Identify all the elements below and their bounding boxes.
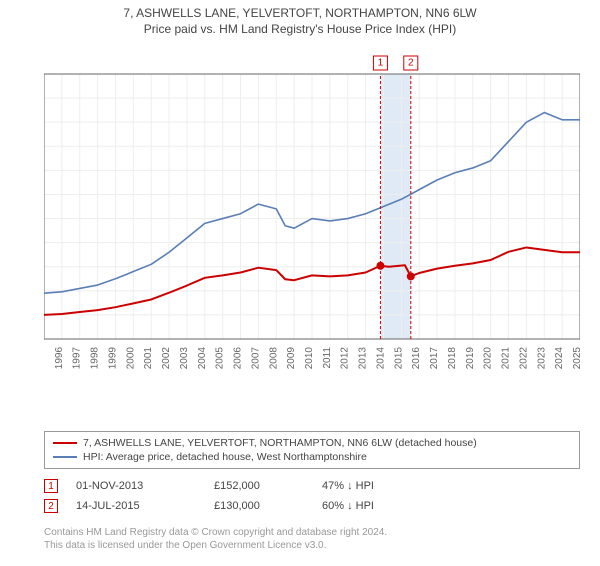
sales-row: 1 01-NOV-2013 £152,000 47% ↓ HPI	[44, 476, 580, 496]
svg-text:2007: 2007	[250, 347, 261, 370]
legend: 7, ASHWELLS LANE, YELVERTOFT, NORTHAMPTO…	[44, 431, 580, 469]
svg-text:2020: 2020	[483, 347, 494, 370]
legend-label: HPI: Average price, detached house, West…	[83, 451, 367, 463]
sale-date: 14-JUL-2015	[76, 500, 196, 512]
sales-table: 1 01-NOV-2013 £152,000 47% ↓ HPI 2 14-JUL-201…	[44, 476, 580, 516]
svg-text:2023: 2023	[536, 347, 547, 370]
sale-date: 01-NOV-2013	[76, 480, 196, 492]
sale-price: £152,000	[214, 480, 304, 492]
svg-text:1997: 1997	[72, 347, 83, 370]
svg-text:2014: 2014	[375, 347, 386, 370]
sale-marker-icon: 2	[44, 499, 58, 513]
legend-label: 7, ASHWELLS LANE, YELVERTOFT, NORTHAMPTO…	[83, 437, 477, 449]
svg-text:2006: 2006	[233, 347, 244, 370]
svg-text:2011: 2011	[322, 347, 333, 369]
svg-text:2: 2	[408, 58, 414, 69]
chart-canvas: £0£50K£100K£150K£200K£250K£300K£350K£400…	[44, 54, 580, 384]
svg-text:2012: 2012	[340, 347, 351, 370]
chart-subtitle: Price paid vs. HM Land Registry's House …	[0, 22, 600, 36]
svg-text:2018: 2018	[447, 347, 458, 370]
svg-text:2021: 2021	[501, 347, 512, 370]
svg-text:2010: 2010	[304, 347, 315, 370]
legend-item: HPI: Average price, detached house, West…	[53, 450, 571, 464]
svg-text:2015: 2015	[393, 347, 404, 370]
svg-text:2009: 2009	[286, 347, 297, 370]
sale-diff: 47% ↓ HPI	[322, 480, 432, 492]
sale-diff: 60% ↓ HPI	[322, 500, 432, 512]
svg-text:1998: 1998	[90, 347, 101, 370]
svg-text:2008: 2008	[268, 347, 279, 370]
svg-text:2025: 2025	[572, 347, 580, 370]
svg-text:2022: 2022	[518, 347, 529, 370]
svg-text:1996: 1996	[54, 347, 65, 370]
chart-title: 7, ASHWELLS LANE, YELVERTOFT, NORTHAMPTO…	[0, 6, 600, 20]
sales-row: 2 14-JUL-2015 £130,000 60% ↓ HPI	[44, 496, 580, 516]
footer-line-1: Contains HM Land Registry data © Crown c…	[44, 526, 580, 539]
svg-text:2004: 2004	[197, 347, 208, 370]
svg-text:2013: 2013	[358, 347, 369, 370]
sale-marker-icon: 1	[44, 479, 58, 493]
svg-text:2003: 2003	[179, 347, 190, 370]
svg-text:2019: 2019	[465, 347, 476, 370]
svg-text:2024: 2024	[554, 347, 565, 370]
legend-swatch	[53, 442, 77, 444]
svg-text:1: 1	[378, 58, 384, 69]
svg-text:2017: 2017	[429, 347, 440, 370]
footer: Contains HM Land Registry data © Crown c…	[44, 526, 580, 552]
svg-text:2000: 2000	[125, 347, 136, 370]
legend-item: 7, ASHWELLS LANE, YELVERTOFT, NORTHAMPTO…	[53, 436, 571, 450]
svg-text:2002: 2002	[161, 347, 172, 370]
svg-text:2005: 2005	[215, 347, 226, 370]
footer-line-2: This data is licensed under the Open Gov…	[44, 539, 580, 552]
svg-text:1995: 1995	[44, 347, 47, 370]
sale-price: £130,000	[214, 500, 304, 512]
svg-text:2001: 2001	[143, 347, 154, 370]
svg-text:2016: 2016	[411, 347, 422, 370]
legend-swatch	[53, 456, 77, 458]
svg-text:1999: 1999	[107, 347, 118, 370]
